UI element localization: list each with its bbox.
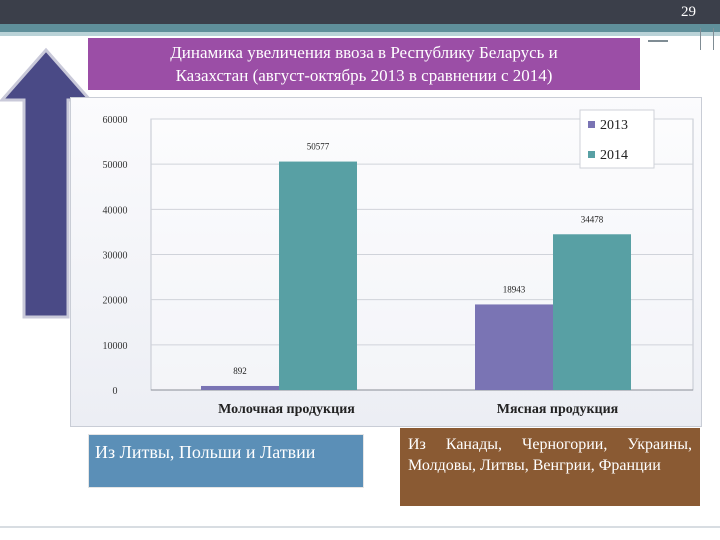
y-tick-label: 10000 [103, 341, 128, 352]
legend-label: 2013 [600, 118, 628, 133]
x-category-label: Мясная продукция [497, 402, 619, 417]
data-label: 18943 [503, 284, 526, 294]
bar-chart: 0 10000 20000 30000 40000 50000 60000 Молочная … [103, 109, 694, 417]
decorative-lines [700, 28, 714, 50]
x-category-label: Молочная продукция [218, 402, 355, 417]
bar-2014 [553, 234, 631, 390]
title-line-1: Динамика увеличения ввоза в Республику Б… [170, 43, 558, 62]
caption-left: Из Литвы, Польши и Латвии [88, 434, 364, 488]
y-tick-label: 20000 [103, 296, 128, 307]
chart-panel: 0 10000 20000 30000 40000 50000 60000 Молочная … [70, 97, 702, 427]
legend-swatch-2013 [588, 121, 595, 128]
decorative-dash [648, 40, 668, 42]
legend-box [579, 109, 655, 169]
legend-swatch-2014 [588, 151, 595, 158]
top-strip [0, 24, 720, 32]
page-number: 29 [681, 4, 696, 20]
title-line-2: Казахстан (август-октябрь 2013 в сравнен… [175, 66, 553, 85]
caption-right: Из Канады, Черногории, Украины, Молдовы,… [400, 428, 700, 506]
bar-2013 [201, 385, 279, 390]
y-tick-label: 0 [113, 386, 118, 397]
top-strip-light [0, 32, 720, 36]
data-label: 892 [233, 366, 247, 376]
data-label: 34478 [581, 214, 604, 224]
slide-title: Динамика увеличения ввоза в Республику Б… [88, 38, 640, 90]
bar-2013 [475, 304, 553, 390]
bottom-line [0, 526, 720, 528]
top-bar [0, 0, 720, 24]
y-tick-label: 30000 [103, 251, 128, 262]
data-label: 50577 [307, 142, 330, 152]
bar-2014 [279, 161, 357, 390]
y-tick-label: 60000 [103, 115, 128, 126]
legend-label: 2014 [600, 148, 628, 163]
y-tick-label: 40000 [103, 205, 128, 216]
y-tick-label: 50000 [103, 160, 128, 171]
